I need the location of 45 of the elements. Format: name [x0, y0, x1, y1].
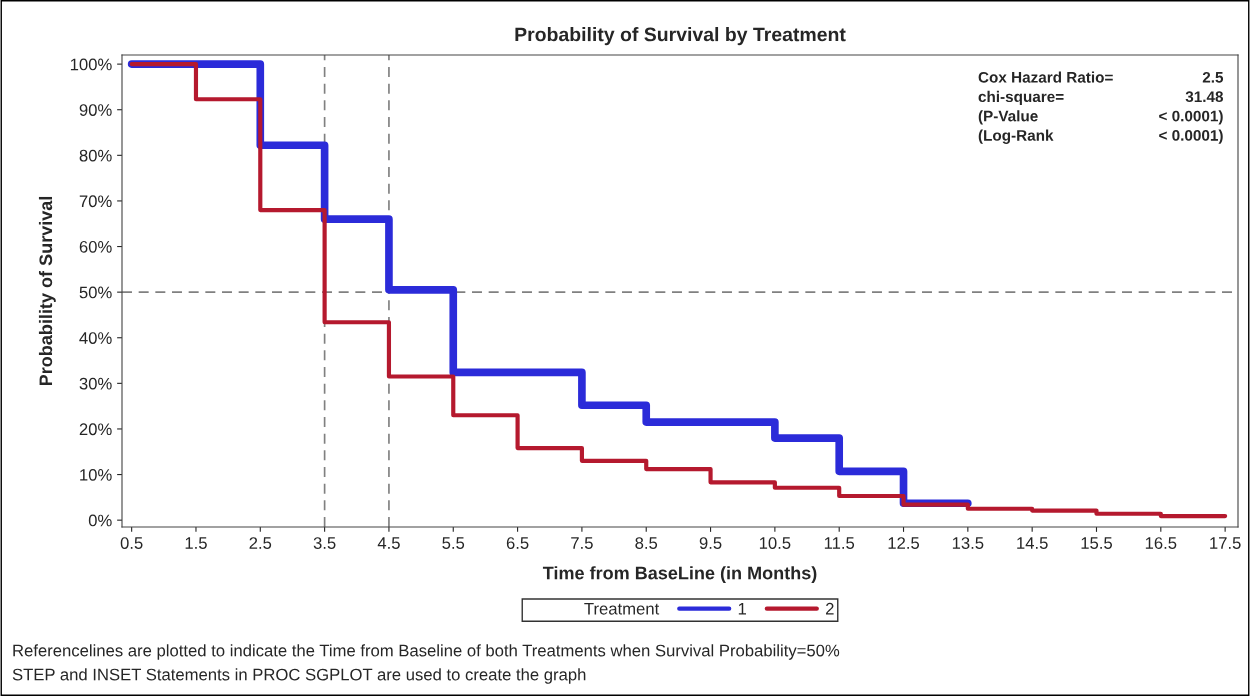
- y-tick-label: 50%: [79, 286, 112, 299]
- y-tick-label: 40%: [79, 332, 112, 344]
- x-tick-label: 4.5: [377, 537, 400, 549]
- x-tick-label: 10.5: [759, 537, 791, 549]
- x-tick-label: 0.5: [120, 537, 143, 549]
- x-tick-label: 12.5: [888, 537, 920, 549]
- y-tick-label: 10%: [80, 468, 112, 481]
- x-tick-label: 3.5: [313, 537, 336, 549]
- x-tick-label: 1.5: [185, 537, 207, 549]
- x-tick-label: 16.5: [1145, 537, 1177, 549]
- annotation: < 0.0001): [1159, 110, 1223, 125]
- annotation: 31.48: [1185, 91, 1224, 103]
- chart-title: Probability of Survival by Treatment: [515, 27, 846, 46]
- legend-title: Treatment: [584, 603, 660, 615]
- y-tick-label: 70%: [79, 195, 112, 208]
- x-tick-label: 7.5: [571, 537, 593, 549]
- y-tick-label: 0%: [88, 514, 112, 527]
- x-tick-label: 8.5: [635, 537, 658, 549]
- y-tick-label: 60%: [79, 240, 112, 253]
- legend-label: 1: [738, 603, 747, 615]
- annotation: (P-Value: [978, 110, 1038, 125]
- y-tick-label: 30%: [79, 377, 112, 390]
- x-tick-label: 2.5: [249, 537, 272, 549]
- x-tick-label: 6.5: [506, 537, 529, 549]
- y-tick-label: 100%: [70, 58, 112, 71]
- text: STEP and INSET Statements in PROC SGPLOT are used to create the graph: [12, 668, 586, 684]
- x-axis-title: Time from BaseLine (in Months): [542, 566, 817, 583]
- x-tick-label: 15.5: [1081, 537, 1113, 549]
- x-tick-label: 14.5: [1017, 537, 1048, 549]
- y-tick-label: 80%: [79, 149, 112, 162]
- text: Referencelines are plotted to indicate the Time from Baseline of both Treatments when Survival Probability=50%: [13, 644, 840, 660]
- x-tick-label: 9.5: [699, 537, 722, 549]
- annotation: < 0.0001): [1159, 129, 1223, 144]
- annotation: chi-square=: [978, 90, 1064, 106]
- annotation: Cox Hazard Ratio=: [978, 71, 1113, 83]
- y-tick-label: 90%: [79, 104, 112, 116]
- x-tick-label: 13.5: [952, 537, 984, 549]
- legend-label: 2: [826, 602, 834, 615]
- y-tick-label: 20%: [79, 423, 112, 436]
- y-axis-title: Probability of Survival: [38, 196, 56, 386]
- annotation: 2.5: [1202, 71, 1224, 83]
- annotation: (Log-Rank: [978, 129, 1054, 144]
- x-tick-label: 17.5: [1210, 537, 1241, 549]
- x-tick-label: 5.5: [442, 537, 465, 549]
- x-tick-label: 11.5: [824, 537, 855, 549]
